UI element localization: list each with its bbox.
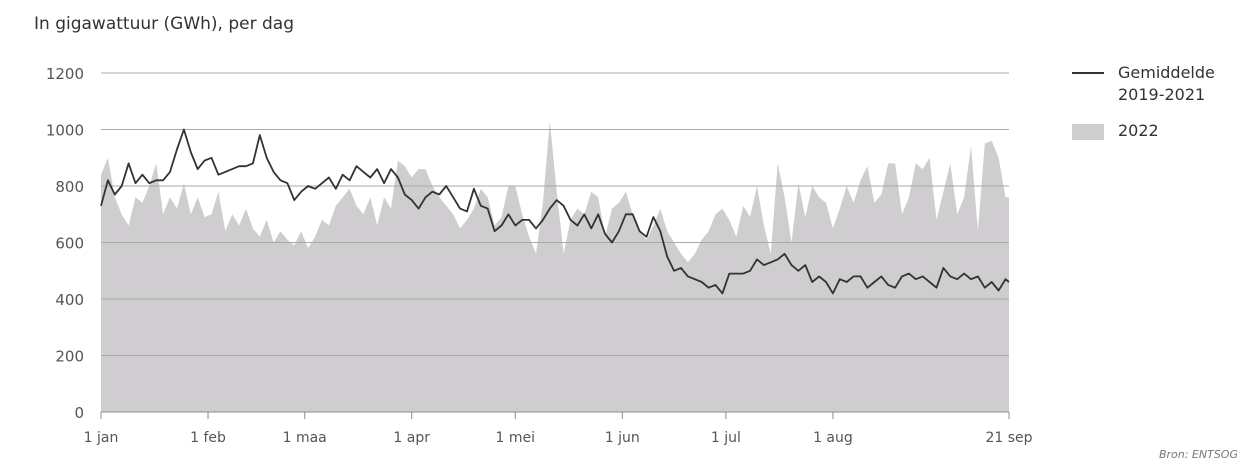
x-tick-label-8: 21 sep	[985, 430, 1032, 446]
legend-line-swatch	[1072, 72, 1104, 74]
y-tick-label-800: 800	[55, 178, 84, 196]
y-tick-label-600: 600	[55, 235, 84, 253]
y-tick-label-0: 0	[74, 404, 84, 422]
area-series-2022	[101, 121, 1009, 412]
legend-item-average: Gemiddelde 2019-2021	[1072, 62, 1215, 106]
line-series-average	[100, 128, 1010, 295]
x-tick-label-5: 1 jun	[605, 430, 640, 446]
x-tick-label-4: 1 mei	[496, 430, 536, 446]
x-tick-label-2: 1 maa	[283, 430, 327, 446]
y-tick-label-1000: 1000	[46, 122, 84, 140]
area-2022	[101, 121, 1009, 412]
x-tick-label-0: 1 jan	[84, 430, 119, 446]
legend-area-swatch	[1072, 124, 1104, 140]
legend-item-2022: 2022	[1072, 120, 1215, 142]
y-tick-label-1200: 1200	[46, 65, 84, 83]
x-tick-label-3: 1 apr	[393, 430, 430, 446]
y-axis-title: In gigawattuur (GWh), per dag	[34, 14, 294, 34]
axes: 0 200 400 600 800 1000 1200 1 jan 1 feb 1 maa 1 ap…	[46, 65, 1033, 446]
legend-label-average-1: Gemiddelde	[1118, 63, 1215, 82]
x-tick-label-1: 1 feb	[190, 430, 226, 446]
legend: Gemiddelde 2019-2021 2022	[1072, 62, 1215, 156]
y-tick-label-200: 200	[55, 348, 84, 366]
legend-label-2022: 2022	[1118, 121, 1159, 140]
x-tick-label-7: 1 aug	[813, 430, 853, 446]
gridlines	[101, 72, 1009, 356]
line-average-2019-2021	[100, 128, 1010, 295]
y-tick-label-400: 400	[55, 291, 84, 309]
x-tick-label-6: 1 jul	[711, 430, 741, 446]
legend-label-average-2: 2019-2021	[1118, 85, 1206, 104]
source-note: Bron: ENTSOG	[1158, 448, 1238, 461]
